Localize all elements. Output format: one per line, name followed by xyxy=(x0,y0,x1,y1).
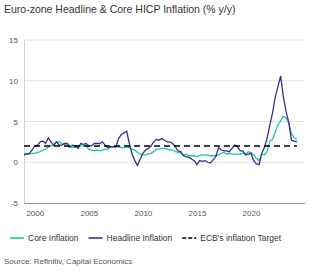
grid xyxy=(24,40,305,203)
y-tick: -5 xyxy=(11,199,24,208)
y-tick: 5 xyxy=(14,118,24,127)
source: Source: Refinitiv, Capital Economics xyxy=(4,257,132,266)
x-tick: 2000 xyxy=(26,203,44,218)
title: Euro-zone Headline & Core HICP Inflation… xyxy=(4,3,236,15)
legend-label: Headline Inflation xyxy=(107,233,173,243)
x-tick: 2010 xyxy=(134,203,152,218)
y-tick: 15 xyxy=(9,36,24,45)
grid-line xyxy=(24,40,305,41)
chart: Euro-zone Headline & Core HICP Inflation… xyxy=(0,0,325,273)
grid-line xyxy=(24,121,305,122)
y-tick-label: 5 xyxy=(14,118,19,127)
y-tick-label: 0 xyxy=(14,158,19,167)
y-axis-line xyxy=(24,41,25,204)
x-tick: 2005 xyxy=(80,203,98,218)
grid-line xyxy=(24,162,305,163)
line-series xyxy=(24,117,297,161)
y-tick: 0 xyxy=(14,158,24,167)
x-tick-label: 2015 xyxy=(189,209,207,218)
x-tick: 2020 xyxy=(243,203,261,218)
legend-swatch xyxy=(10,237,24,239)
grid-line xyxy=(24,80,305,81)
plot-area xyxy=(24,76,297,166)
legend-item: Headline Inflation xyxy=(89,233,173,243)
x-tick-label: 2020 xyxy=(243,209,261,218)
legend-label: Core Inflation xyxy=(28,233,79,243)
legend-swatch xyxy=(89,237,103,239)
y-tick: 10 xyxy=(9,77,24,86)
legend-label: ECB's inflation Target xyxy=(200,233,281,243)
line-series xyxy=(24,145,297,147)
y-axis: -5 0 5 10 15 xyxy=(9,36,24,208)
legend-item: Core Inflation xyxy=(10,233,79,243)
x-axis: 2000 2005 2010 2015 2020 xyxy=(25,203,306,218)
x-tick: 2015 xyxy=(189,203,207,218)
grid-line xyxy=(24,203,305,204)
y-tick-label: 15 xyxy=(9,36,18,45)
x-tick-label: 2000 xyxy=(26,209,44,218)
line-series xyxy=(24,76,297,166)
x-axis-line xyxy=(25,203,306,204)
legend-item: ECB's inflation Target xyxy=(182,233,281,243)
x-tick-label: 2005 xyxy=(80,209,98,218)
x-tick-label: 2010 xyxy=(134,209,152,218)
y-tick-label: -5 xyxy=(11,199,19,208)
legend: Core Inflation Headline Inflation ECB's in… xyxy=(10,233,282,243)
legend-swatch xyxy=(182,237,196,239)
y-tick-label: 10 xyxy=(9,77,18,86)
